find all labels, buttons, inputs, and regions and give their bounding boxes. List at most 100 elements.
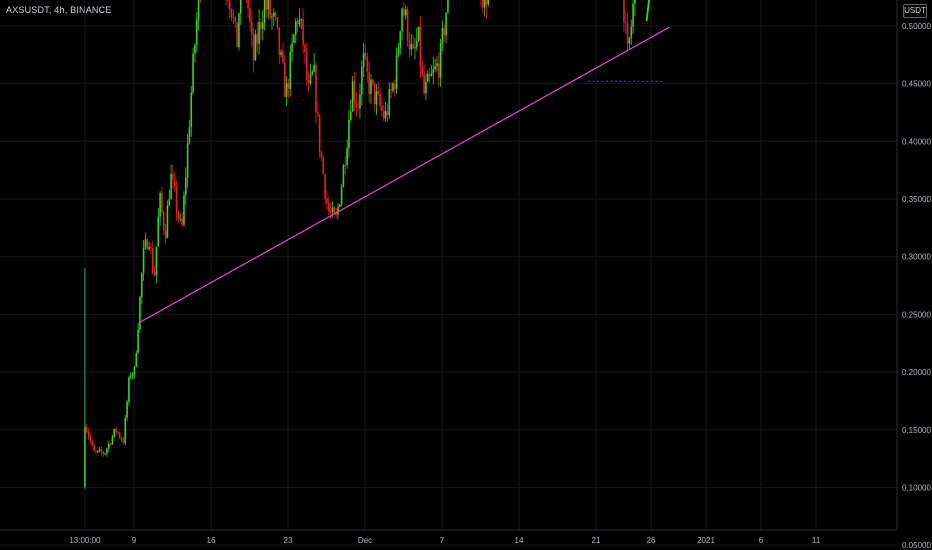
- candle-body: [421, 66, 424, 75]
- candle-body: [412, 44, 414, 48]
- candle-body: [282, 51, 284, 63]
- y-tick-label: 0.40000: [902, 137, 931, 146]
- candle-body: [267, 0, 270, 10]
- candle-body: [408, 40, 411, 50]
- candle-body: [423, 74, 425, 94]
- candle-body: [95, 451, 97, 453]
- candle-body: [258, 21, 260, 44]
- candle-body: [120, 437, 123, 441]
- candle-body: [260, 21, 262, 29]
- candle-body: [140, 273, 143, 297]
- currency-badge[interactable]: USDT: [903, 4, 927, 18]
- candle-body: [417, 27, 420, 41]
- candle-body: [285, 83, 288, 98]
- candle-body: [342, 165, 345, 188]
- candle-body: [624, 22, 627, 24]
- candle-body: [111, 436, 114, 445]
- x-tick-label: Dec: [358, 536, 372, 545]
- candle-body: [359, 94, 361, 108]
- candle-body: [362, 53, 365, 68]
- x-tick-label: 26: [647, 536, 656, 545]
- candle-body: [177, 212, 180, 219]
- support-trendline: [139, 26, 670, 324]
- candle-body: [144, 239, 147, 248]
- candle-body: [388, 89, 391, 116]
- candle-body: [355, 102, 358, 108]
- candle-body: [483, 0, 486, 8]
- candle-body: [401, 8, 403, 32]
- candle-body: [129, 375, 132, 378]
- candle-body: [113, 428, 116, 437]
- candle-body: [371, 79, 374, 84]
- x-tick-label: 21: [592, 536, 601, 545]
- candle-body: [192, 53, 194, 93]
- candle-body: [346, 148, 348, 166]
- candle-body: [133, 366, 136, 375]
- candle-body: [436, 63, 438, 66]
- candle-body: [188, 127, 191, 144]
- candle-body: [271, 16, 273, 18]
- candle-body: [430, 73, 433, 77]
- candle-body: [360, 67, 363, 95]
- candle-body: [159, 193, 161, 217]
- candle-body: [261, 22, 264, 29]
- x-tick-label: 23: [284, 536, 293, 545]
- candle-body: [289, 51, 292, 89]
- candle-body: [291, 43, 293, 52]
- candle-body: [443, 28, 446, 36]
- candle-body: [315, 64, 317, 113]
- candle-body: [390, 89, 392, 91]
- candle-body: [153, 272, 156, 276]
- candle-body: [327, 203, 330, 212]
- candle-body: [181, 218, 183, 225]
- candle-body: [106, 448, 108, 454]
- candle-body: [124, 417, 127, 443]
- candle-body: [415, 40, 418, 48]
- candle-body: [410, 44, 413, 50]
- candle-body: [370, 79, 372, 94]
- candle-body: [320, 152, 323, 158]
- candle-body: [85, 427, 88, 432]
- candle-body: [102, 452, 105, 454]
- candle-body: [109, 443, 112, 445]
- candle-body: [294, 21, 297, 36]
- candle-body: [234, 17, 237, 23]
- candle-body: [186, 143, 189, 178]
- candle-body: [274, 12, 277, 17]
- x-tick-label: 7: [440, 536, 445, 545]
- candle-body: [247, 0, 249, 8]
- x-tick-label: 16: [207, 536, 216, 545]
- candle-body: [373, 83, 376, 105]
- candle-body: [377, 91, 380, 94]
- candle-body: [96, 450, 99, 452]
- candle-body: [403, 8, 405, 16]
- candle-body: [399, 31, 402, 49]
- candle-body: [322, 157, 325, 175]
- candle-body: [445, 12, 447, 36]
- candle-body: [364, 53, 367, 57]
- candle-body: [230, 9, 233, 18]
- candle-body: [337, 206, 339, 215]
- candle-body: [137, 329, 139, 353]
- x-tick-label: 6: [759, 536, 764, 545]
- candle-body: [382, 110, 385, 119]
- symbol-header: AXSUSDT, 4h, BINANCE: [6, 5, 112, 15]
- candle-body: [634, 0, 636, 4]
- candle-body: [278, 27, 281, 55]
- candle-body: [437, 63, 440, 78]
- candle-body: [100, 449, 103, 453]
- candle-body: [175, 187, 178, 213]
- candle-body: [628, 37, 631, 44]
- candle-body: [329, 211, 332, 213]
- candle-body: [122, 440, 125, 443]
- candle-body: [318, 114, 321, 153]
- candle-body: [386, 111, 389, 116]
- y-tick-label: 0.35000: [902, 195, 931, 204]
- candle-body: [434, 65, 436, 70]
- candle-body: [432, 69, 435, 74]
- candle-body: [441, 28, 444, 43]
- candle-body: [335, 213, 337, 215]
- candle-body: [439, 42, 442, 78]
- candle-body: [324, 174, 326, 199]
